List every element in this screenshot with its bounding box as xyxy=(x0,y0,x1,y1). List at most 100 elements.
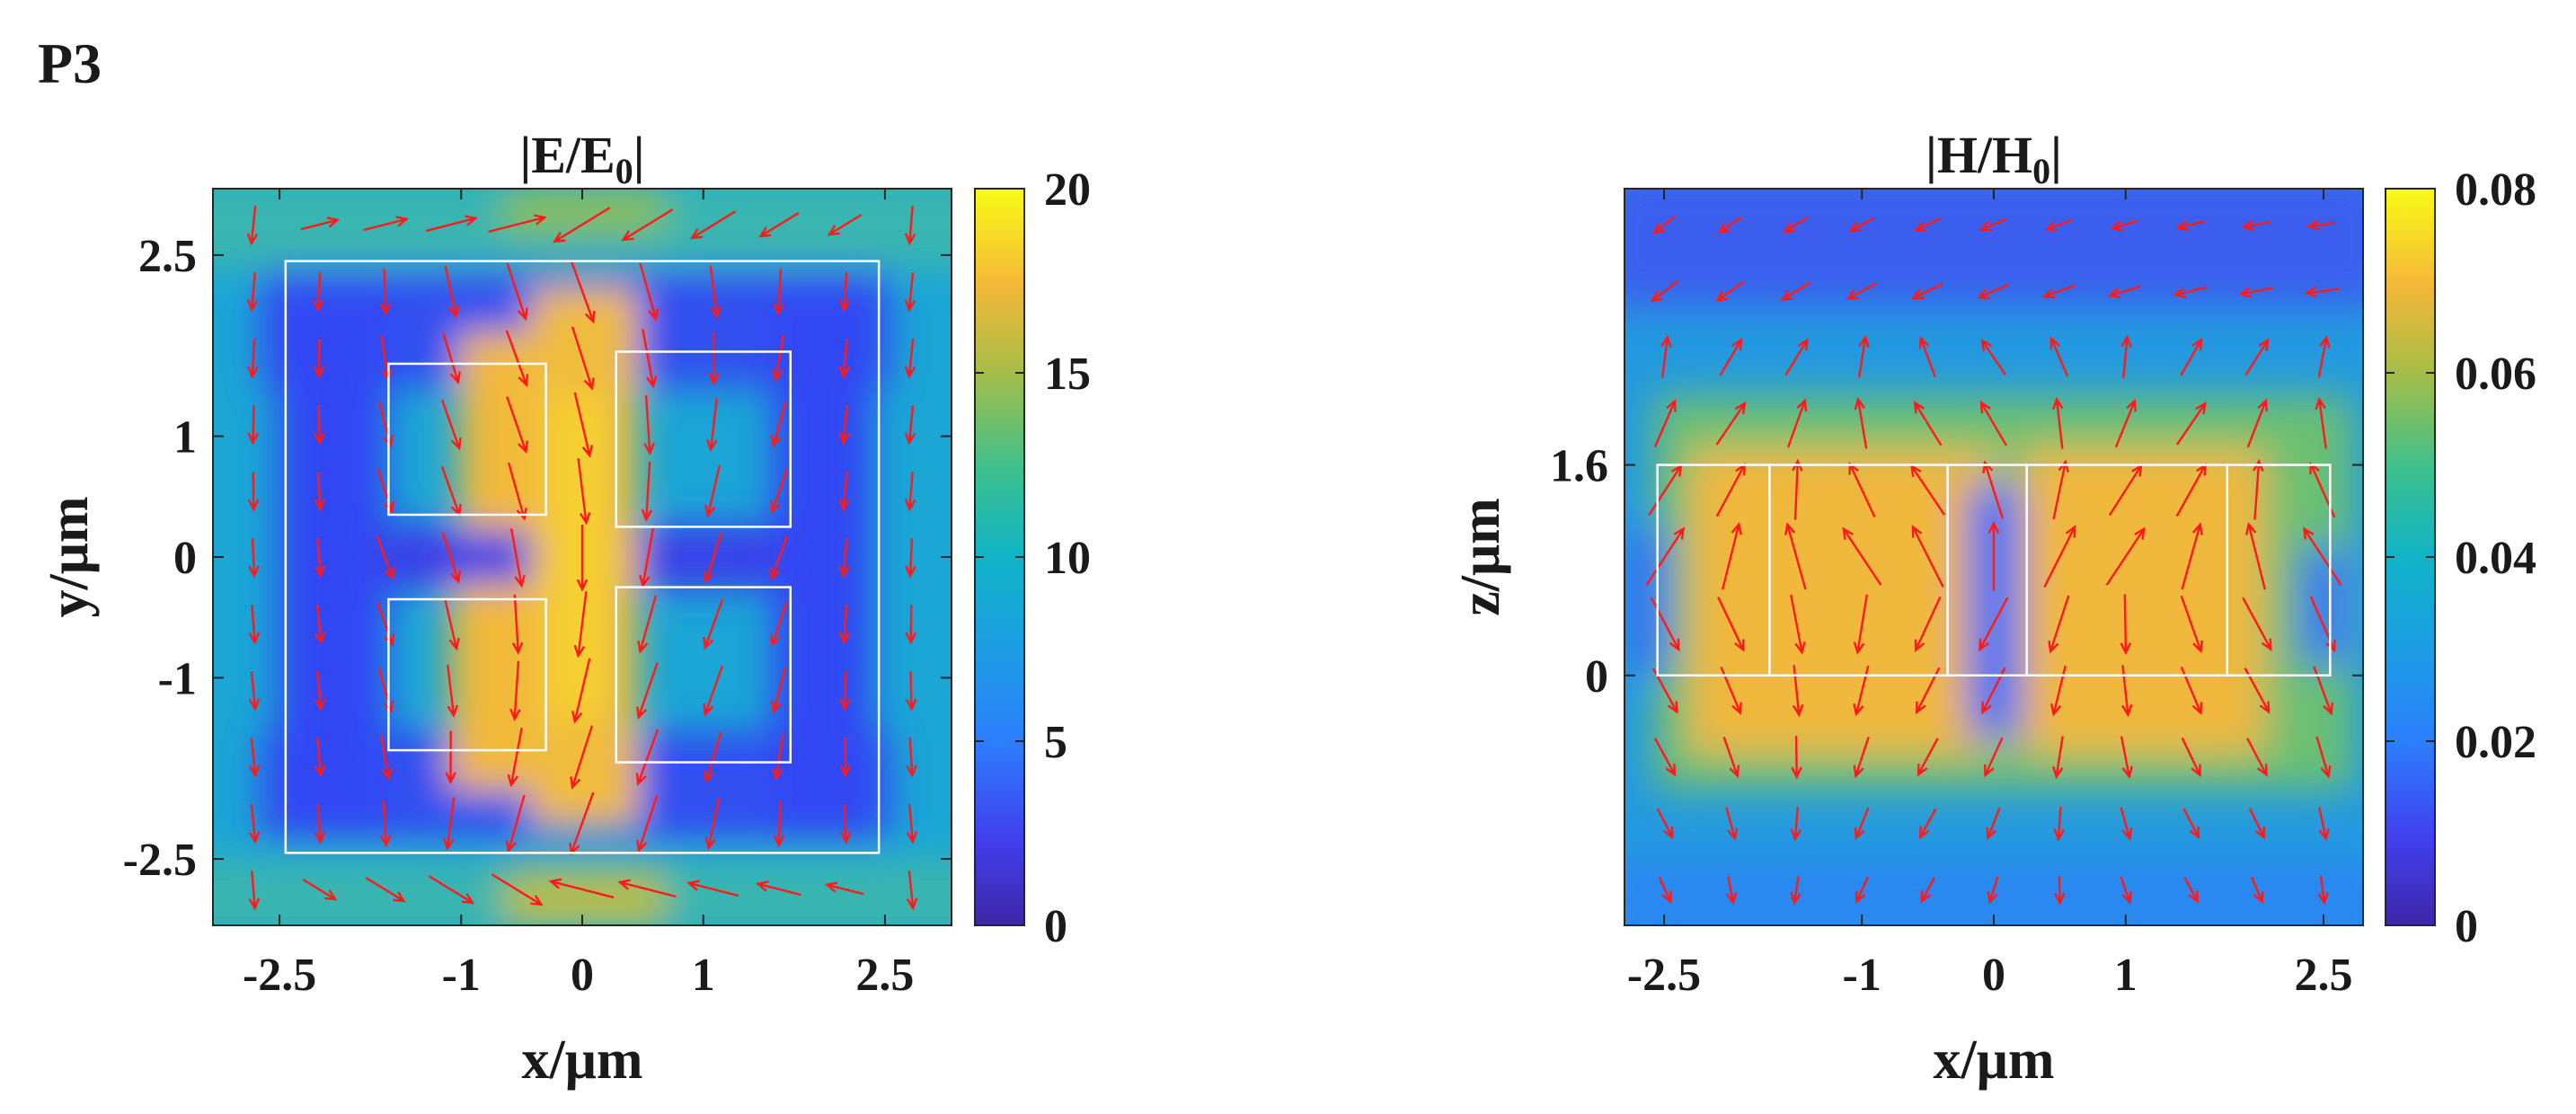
field-arrow xyxy=(2054,875,2066,906)
field-arrow xyxy=(444,265,460,319)
y-tick-label: 1 xyxy=(173,412,197,464)
field-arrow xyxy=(570,725,594,790)
field-arrow xyxy=(838,471,850,512)
x-tick-label: 1 xyxy=(2114,950,2138,1001)
field-arrow xyxy=(1976,283,2010,299)
field-arrow xyxy=(838,271,851,313)
field-arrow xyxy=(2175,401,2207,446)
field-arrow xyxy=(314,737,326,778)
field-arrow xyxy=(573,392,594,458)
field-arrow xyxy=(2120,876,2132,905)
field-arrow xyxy=(313,338,325,379)
field-arrow xyxy=(1911,525,1944,588)
field-arrow xyxy=(2183,877,2200,904)
field-arrow xyxy=(769,535,789,580)
field-arrow xyxy=(1790,876,1801,906)
field-arrow xyxy=(2053,806,2065,842)
y-tick-label: -1 xyxy=(158,653,197,704)
field-arrow xyxy=(642,329,658,389)
field-arrow xyxy=(379,734,394,782)
field-arrow xyxy=(1654,738,1677,777)
field-arrow xyxy=(2302,526,2342,587)
field-arrow xyxy=(507,728,523,788)
field-arrow xyxy=(1918,335,1936,377)
field-arrow xyxy=(314,803,326,844)
field-arrow xyxy=(1978,597,2009,652)
field-arrow xyxy=(1792,458,1803,520)
field-arrow xyxy=(248,670,261,712)
field-arrow xyxy=(705,398,718,453)
field-arrow xyxy=(571,658,591,724)
field-arrow xyxy=(839,670,851,712)
field-arrow xyxy=(2241,219,2271,232)
field-arrow xyxy=(1846,282,1877,301)
field-arrow xyxy=(247,338,259,379)
field-arrow xyxy=(755,880,801,897)
field-arrow xyxy=(1645,526,1686,587)
field-arrow xyxy=(248,537,260,579)
field-arrow xyxy=(904,338,916,379)
e-field-arrows xyxy=(246,205,918,911)
field-arrow xyxy=(2253,458,2264,520)
field-arrow xyxy=(1725,876,1738,906)
field-arrow xyxy=(1650,597,1680,652)
field-arrow xyxy=(637,595,658,654)
field-arrow xyxy=(1920,877,1935,904)
field-arrow xyxy=(906,870,918,911)
field-arrow xyxy=(904,271,916,313)
field-arrow xyxy=(1853,594,1868,655)
field-arrow xyxy=(686,880,739,897)
field-arrow xyxy=(1854,807,1870,841)
field-arrow xyxy=(363,216,410,232)
colorbar-tick-label: 0 xyxy=(2455,901,2478,952)
field-arrow xyxy=(573,591,588,659)
field-arrow xyxy=(827,213,863,236)
field-arrow xyxy=(636,662,659,721)
field-arrow xyxy=(1853,736,1870,779)
colorbar-tick-label: 0.08 xyxy=(2455,164,2536,216)
field-arrow xyxy=(248,604,261,645)
y-axis-label: y/μm xyxy=(39,496,100,617)
field-arrow xyxy=(1786,398,1808,448)
x-tick-label: 2.5 xyxy=(2294,950,2352,1001)
field-arrow xyxy=(839,737,852,778)
field-arrow xyxy=(904,404,916,446)
field-arrow xyxy=(2315,736,2332,779)
y-axis-label: z/μm xyxy=(1450,498,1511,616)
field-arrow xyxy=(491,873,544,906)
field-arrow xyxy=(443,797,456,852)
field-arrow xyxy=(379,800,392,848)
field-arrow xyxy=(2048,595,2070,654)
field-arrow xyxy=(2181,522,2203,590)
field-arrow xyxy=(548,878,615,899)
field-arrow xyxy=(379,269,392,316)
y-tick-label: 2.5 xyxy=(138,231,197,282)
field-arrow xyxy=(758,212,800,238)
field-arrow xyxy=(621,208,674,242)
field-arrow xyxy=(1857,334,1870,378)
x-tick-label: 0 xyxy=(571,950,594,1001)
field-arrow xyxy=(1987,520,2000,591)
field-arrow xyxy=(2120,665,2133,718)
field-arrow xyxy=(365,877,406,903)
colorbar-tick-label: 20 xyxy=(1044,164,1091,216)
field-arrow xyxy=(617,879,677,898)
field-arrow xyxy=(447,664,459,719)
field-arrow xyxy=(314,604,326,645)
field-arrow xyxy=(1780,281,1811,302)
field-arrow xyxy=(2317,875,2329,906)
field-arrow xyxy=(1917,738,1939,777)
field-arrow xyxy=(1715,401,1747,446)
field-arrow xyxy=(2317,334,2331,378)
field-arrow xyxy=(376,469,394,515)
field-arrow xyxy=(2173,286,2208,298)
colorbar-tick-label: 0.06 xyxy=(2455,349,2536,400)
field-arrow xyxy=(314,404,325,446)
field-arrow xyxy=(906,803,918,844)
field-arrow xyxy=(838,404,850,446)
field-arrow xyxy=(248,803,261,844)
field-arrow xyxy=(300,217,341,231)
field-arrow xyxy=(314,670,326,712)
x-tick-label: -1 xyxy=(1843,950,1881,1001)
